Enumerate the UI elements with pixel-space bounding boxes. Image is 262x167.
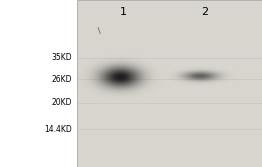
Text: 20KD: 20KD bbox=[52, 98, 72, 107]
Text: 1: 1 bbox=[120, 7, 127, 17]
Text: 26KD: 26KD bbox=[52, 75, 72, 84]
Text: 14.4KD: 14.4KD bbox=[44, 125, 72, 134]
Text: 2: 2 bbox=[201, 7, 208, 17]
Bar bbox=[77, 0, 262, 167]
Text: 35KD: 35KD bbox=[51, 53, 72, 62]
